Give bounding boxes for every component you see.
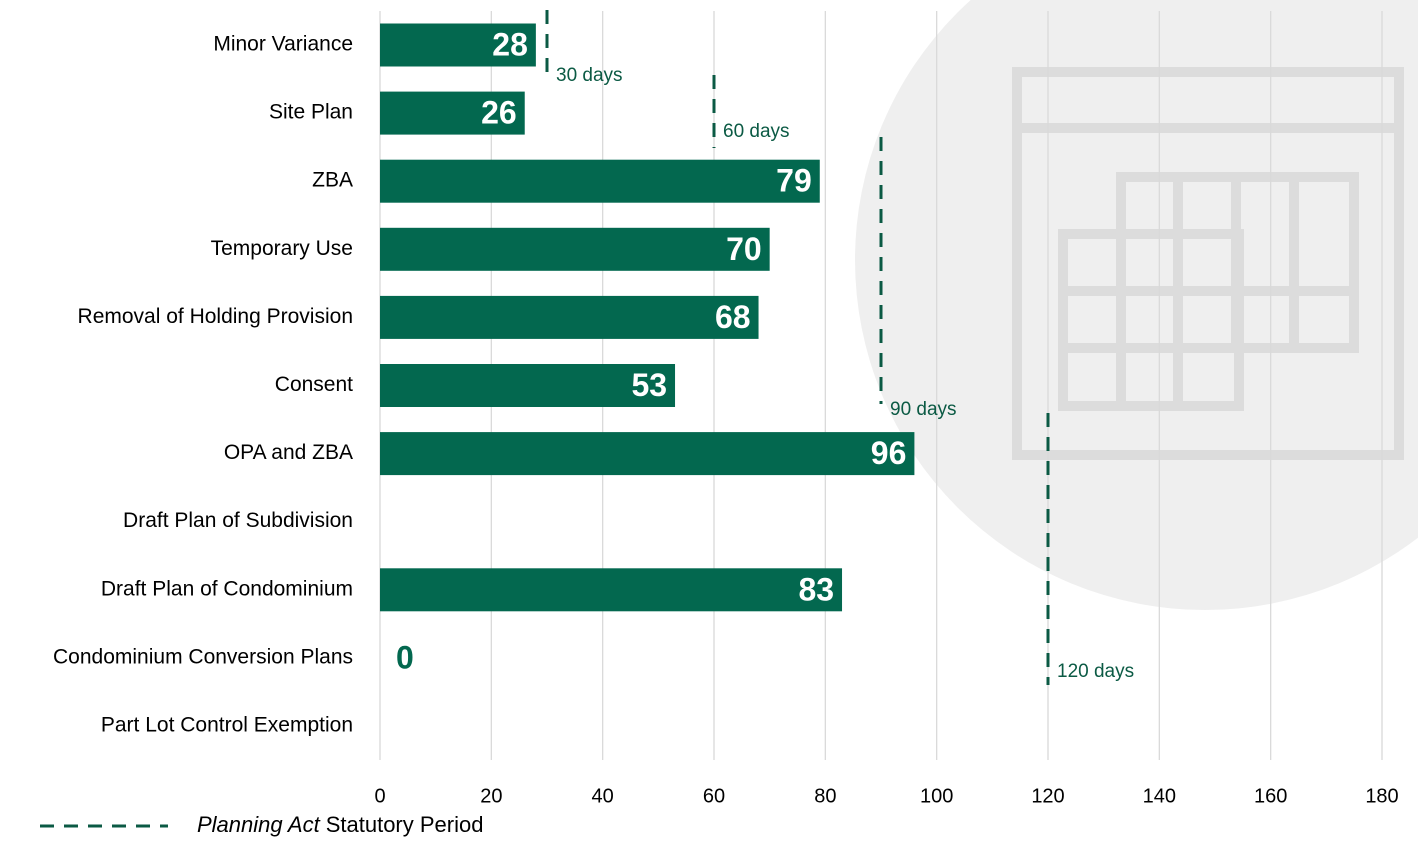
reference-label: 120 days [1057, 661, 1134, 682]
y-tick-label: Condominium Conversion Plans [53, 645, 353, 668]
x-tick-label: 80 [814, 785, 836, 807]
value-label: 28 [492, 26, 528, 62]
y-tick-label: Site Plan [269, 101, 353, 124]
y-tick-label: Minor Variance [213, 33, 353, 56]
y-tick-label: Temporary Use [211, 237, 353, 260]
bar [380, 364, 676, 407]
x-tick-label: 120 [1031, 785, 1064, 807]
calendar-grid-lines [1063, 177, 1354, 406]
calendar-outline [1012, 67, 1404, 460]
legend-emphasis: Planning Act [197, 812, 321, 837]
x-tick-label: 0 [374, 785, 385, 807]
bar [380, 432, 915, 476]
x-tick-label: 60 [703, 785, 725, 807]
background-circle [855, 0, 1418, 610]
legend-label: Planning Act Statutory Period [197, 812, 483, 837]
reference-lines: 30 days 60 days 90 days 120 days [545, 10, 1134, 685]
background-icon [855, 0, 1418, 610]
y-tick-label: ZBA [312, 169, 353, 192]
bars [380, 23, 915, 612]
legend-text: Statutory Period [326, 812, 484, 837]
value-label: 53 [631, 367, 667, 403]
reference-label: 60 days [723, 121, 790, 142]
x-tick-label: 100 [920, 785, 953, 807]
y-tick-label: OPA and ZBA [224, 441, 353, 464]
bar [380, 227, 770, 271]
labels: 0 20 40 60 80 100 120 140 160 180 Minor Variance 28… [53, 26, 1399, 807]
y-tick-label: Removal of Holding Provision [78, 305, 353, 328]
y-tick-label: Consent [275, 373, 353, 396]
x-tick-label: 180 [1365, 785, 1398, 807]
value-label: 0 [396, 639, 414, 675]
value-label: 68 [715, 299, 751, 335]
bar [380, 23, 536, 67]
y-tick-label: Draft Plan of Subdivision [123, 509, 353, 532]
x-tick-label: 140 [1143, 785, 1176, 807]
x-tick-label: 160 [1254, 785, 1287, 807]
x-tick-label: 20 [480, 785, 502, 807]
bar [380, 159, 820, 203]
y-tick-label: Draft Plan of Condominium [101, 577, 353, 600]
bar [380, 568, 843, 612]
value-label: 79 [776, 163, 812, 199]
reference-label: 90 days [890, 399, 957, 420]
bar [380, 91, 525, 135]
value-label: 70 [726, 231, 762, 267]
reference-label: 30 days [556, 65, 623, 86]
value-label: 26 [481, 95, 517, 131]
value-label: 83 [798, 571, 834, 607]
x-tick-label: 40 [592, 785, 614, 807]
bar [380, 295, 759, 339]
value-label: 96 [871, 435, 907, 471]
y-tick-label: Part Lot Control Exemption [101, 714, 353, 737]
